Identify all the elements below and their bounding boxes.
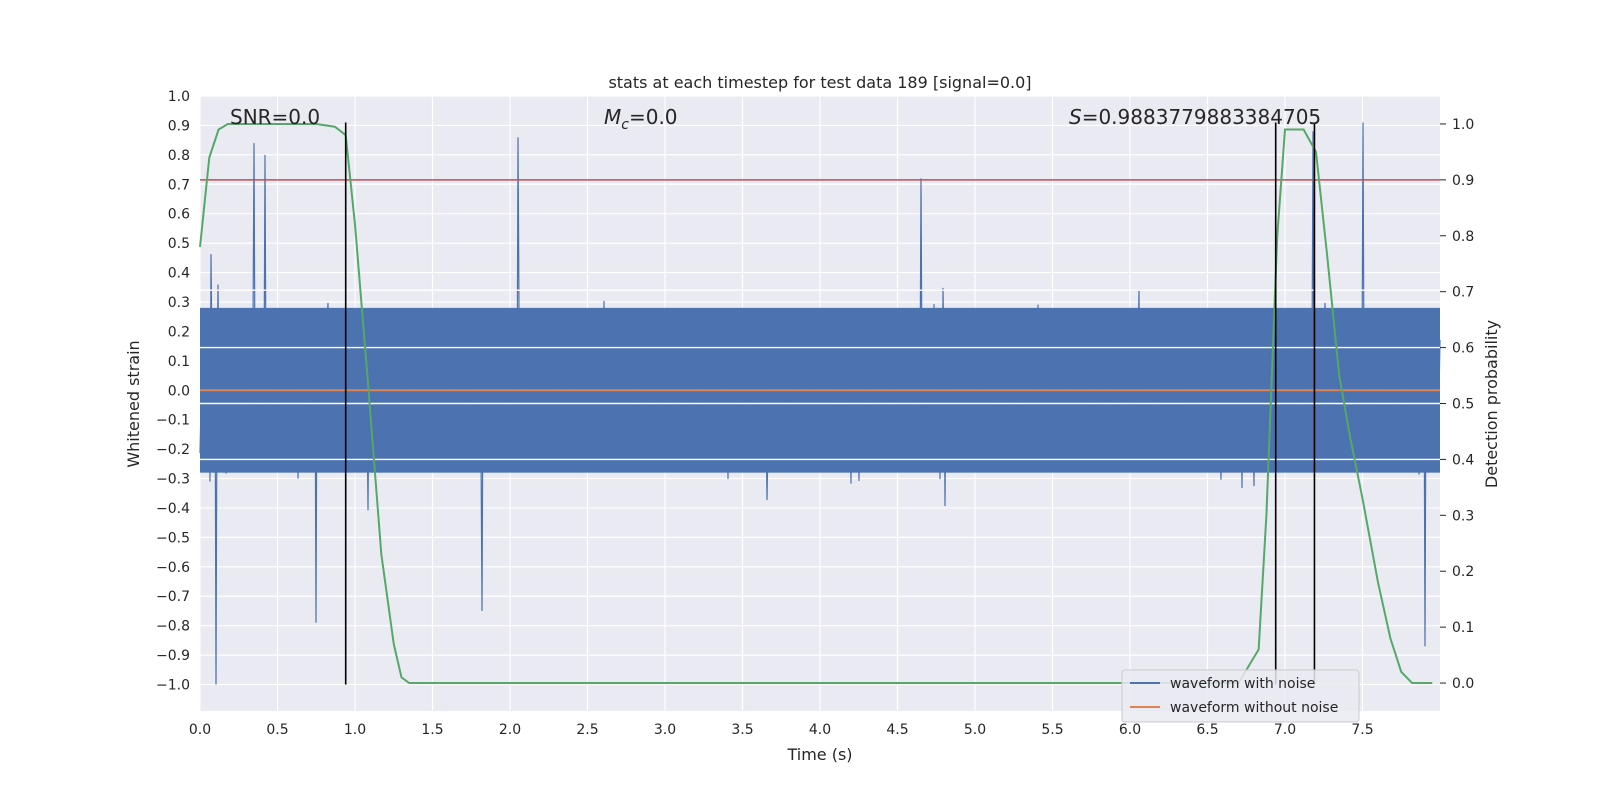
y2-tick-label: 0.5 (1452, 397, 1474, 413)
snr-annotation: SNR=0.0 (230, 105, 320, 129)
x-tick-label: 0.5 (266, 722, 288, 738)
y-tick-label: 0.2 (168, 324, 190, 340)
y2-tick-label: 0.8 (1452, 229, 1474, 245)
noise-line (199, 122, 1441, 685)
chirp-mass-subscript: c (621, 117, 629, 133)
score-annotation: S=0.9883779883384705 (1069, 105, 1321, 129)
y-tick-label: −1.0 (156, 678, 190, 694)
x-tick-label: 6.5 (1196, 722, 1218, 738)
legend: waveform with noise waveform without noi… (1121, 669, 1360, 723)
y2-tick-label: 0.4 (1452, 452, 1474, 468)
y-tick-label: 0.0 (168, 383, 190, 399)
y-tick-label: −0.8 (156, 619, 190, 635)
y2-tick-label: 0.2 (1452, 564, 1474, 580)
x-axis-ticks: 0.0 0.5 1.0 1.5 2.0 2.5 3.0 3.5 4.0 4.5 5.0 5.5 6.0 6… (189, 722, 1374, 738)
detection-probability-line (199, 122, 1433, 685)
y-tick-label: 1.0 (168, 89, 190, 105)
x-tick-label: 3.0 (654, 722, 676, 738)
y2-tick-label: 0.6 (1452, 341, 1474, 357)
y-tick-label: −0.2 (156, 442, 190, 458)
y-tick-label: 0.9 (168, 118, 190, 134)
legend-box (1121, 669, 1360, 723)
y2-tick-label: 0.1 (1452, 620, 1474, 636)
y2-tick-label: 0.7 (1452, 285, 1474, 301)
y-tick-label: −0.1 (156, 413, 190, 429)
x-tick-label: 6.0 (1119, 722, 1141, 738)
x-tick-label: 3.5 (731, 722, 753, 738)
legend-label-clean: waveform without noise (1170, 700, 1338, 716)
x-tick-label: 7.0 (1274, 722, 1296, 738)
y2-axis-ticks: 1.0 0.9 0.8 0.7 0.6 0.5 0.4 0.3 0.2 0.1 0.0 (1440, 117, 1474, 692)
chirp-mass-symbol: M (604, 105, 621, 129)
x-tick-label: 4.0 (809, 722, 831, 738)
legend-label-noise: waveform with noise (1170, 676, 1315, 692)
x-tick-label: 2.5 (576, 722, 598, 738)
x-tick-label: 5.0 (964, 722, 986, 738)
y-tick-label: 0.3 (168, 295, 190, 311)
y2-tick-label: 0.3 (1452, 508, 1474, 524)
y-axis-ticks: 1.0 0.9 0.8 0.7 0.6 0.5 0.4 0.3 0.2 0.1 0.0 −0.1 −0.… (156, 89, 190, 694)
y-tick-label: 0.1 (168, 354, 190, 370)
y-tick-label: 0.6 (168, 207, 190, 223)
y-axis-label: Whitened strain (124, 340, 143, 467)
x-tick-label: 7.5 (1351, 722, 1373, 738)
chart-title: stats at each timestep for test data 189… (608, 73, 1031, 92)
y-tick-label: 0.8 (168, 148, 190, 164)
score-symbol: S (1069, 105, 1082, 129)
overlay-lines (199, 122, 1440, 685)
x-tick-label: 4.5 (886, 722, 908, 738)
y2-tick-label: 1.0 (1452, 117, 1474, 133)
x-tick-label: 2.0 (499, 722, 521, 738)
y-tick-label: 0.5 (168, 236, 190, 252)
score-value: =0.9883779883384705 (1082, 105, 1321, 129)
y-tick-label: −0.4 (156, 501, 190, 517)
y-tick-label: −0.7 (156, 589, 190, 605)
chirp-mass-value: =0.0 (629, 105, 678, 129)
y-tick-label: −0.3 (156, 472, 190, 488)
y2-axis-label: Detection probability (1482, 320, 1501, 488)
y-tick-label: 0.7 (168, 177, 190, 193)
y2-tick-label: 0.0 (1452, 676, 1474, 692)
y-tick-label: −0.5 (156, 530, 190, 546)
y2-tick-label: 0.9 (1452, 173, 1474, 189)
chirp-mass-annotation: Mc=0.0 (604, 105, 678, 133)
x-tick-label: 1.5 (421, 722, 443, 738)
y-tick-label: 0.4 (168, 266, 190, 282)
x-tick-label: 5.5 (1041, 722, 1063, 738)
y-tick-label: −0.6 (156, 560, 190, 576)
x-tick-label: 0.0 (189, 722, 211, 738)
x-tick-label: 1.0 (344, 722, 366, 738)
y-tick-label: −0.9 (156, 648, 190, 664)
x-axis-label: Time (s) (786, 745, 852, 764)
